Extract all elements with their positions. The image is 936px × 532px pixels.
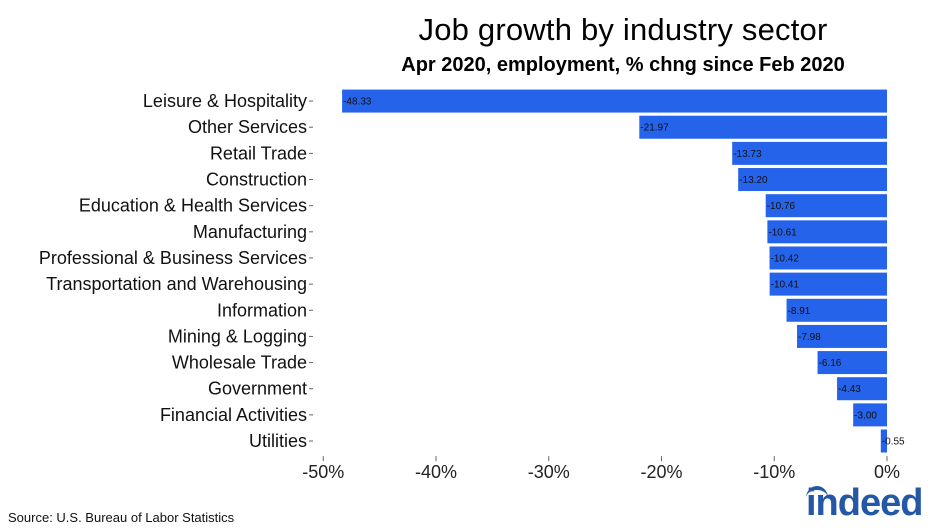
x-tick-label: -40%	[415, 462, 457, 482]
category-label: Mining & Logging	[168, 326, 307, 346]
source-note: Source: U.S. Bureau of Labor Statistics	[8, 510, 235, 525]
bar	[738, 168, 887, 192]
data-label: -13.20	[739, 175, 768, 186]
x-tick-label: -10%	[753, 462, 795, 482]
category-labels: Leisure & Hospitality Other Services Retai…	[39, 91, 313, 451]
data-label: -48.33	[343, 97, 372, 108]
x-tick-label: -30%	[528, 462, 570, 482]
data-label: -10.76	[767, 201, 796, 212]
data-label: -10.61	[768, 227, 797, 238]
bar	[732, 141, 887, 165]
bar	[817, 351, 887, 375]
category-label: Retail Trade	[210, 143, 307, 163]
chart-title: Job growth by industry sector	[418, 12, 828, 47]
category-label: Professional & Business Services	[39, 248, 307, 268]
category-label: Financial Activities	[160, 405, 307, 425]
bar	[786, 298, 887, 322]
category-label: Utilities	[249, 431, 307, 451]
category-label: Government	[208, 379, 307, 399]
data-label: -0.55	[882, 437, 905, 448]
bar	[767, 220, 887, 244]
x-tick-label: -50%	[302, 462, 344, 482]
bar	[880, 429, 887, 453]
indeed-logo: indeed	[806, 482, 926, 528]
bars	[342, 89, 888, 453]
data-label: -10.42	[771, 253, 800, 264]
bar	[797, 324, 887, 348]
data-label: -6.16	[819, 358, 842, 369]
bar	[769, 272, 887, 296]
data-label: -10.41	[771, 280, 800, 291]
category-label: Construction	[206, 170, 307, 190]
data-label: -13.73	[733, 149, 762, 160]
category-label: Transportation and Warehousing	[46, 274, 307, 294]
category-label: Other Services	[188, 117, 307, 137]
logo-arc-icon	[806, 486, 828, 498]
data-label: -4.43	[838, 384, 861, 395]
data-label: -8.91	[788, 306, 811, 317]
bar	[639, 115, 887, 139]
category-label: Information	[217, 300, 307, 320]
chart-subtitle: Apr 2020, employment, % chng since Feb 2…	[401, 54, 845, 76]
data-label: -3.00	[854, 410, 877, 421]
bar	[837, 377, 887, 401]
data-labels: -48.33 -21.97 -13.73 -13.20 -10.76 -10.61 -10.…	[343, 97, 905, 448]
x-axis: -50% -40% -30% -20% -10% 0%	[302, 456, 900, 482]
logo-wordmark: indeed	[806, 482, 923, 524]
bar	[765, 194, 887, 218]
data-label: -7.98	[798, 332, 821, 343]
category-label: Leisure & Hospitality	[143, 91, 307, 111]
category-label: Wholesale Trade	[172, 353, 307, 373]
data-label: -21.97	[640, 123, 669, 134]
x-tick-label: -20%	[640, 462, 682, 482]
bar	[342, 89, 888, 113]
category-label: Manufacturing	[193, 222, 307, 242]
x-tick-label: 0%	[874, 462, 900, 482]
bar	[853, 403, 887, 427]
bar	[769, 246, 887, 270]
category-label: Education & Health Services	[79, 196, 307, 216]
